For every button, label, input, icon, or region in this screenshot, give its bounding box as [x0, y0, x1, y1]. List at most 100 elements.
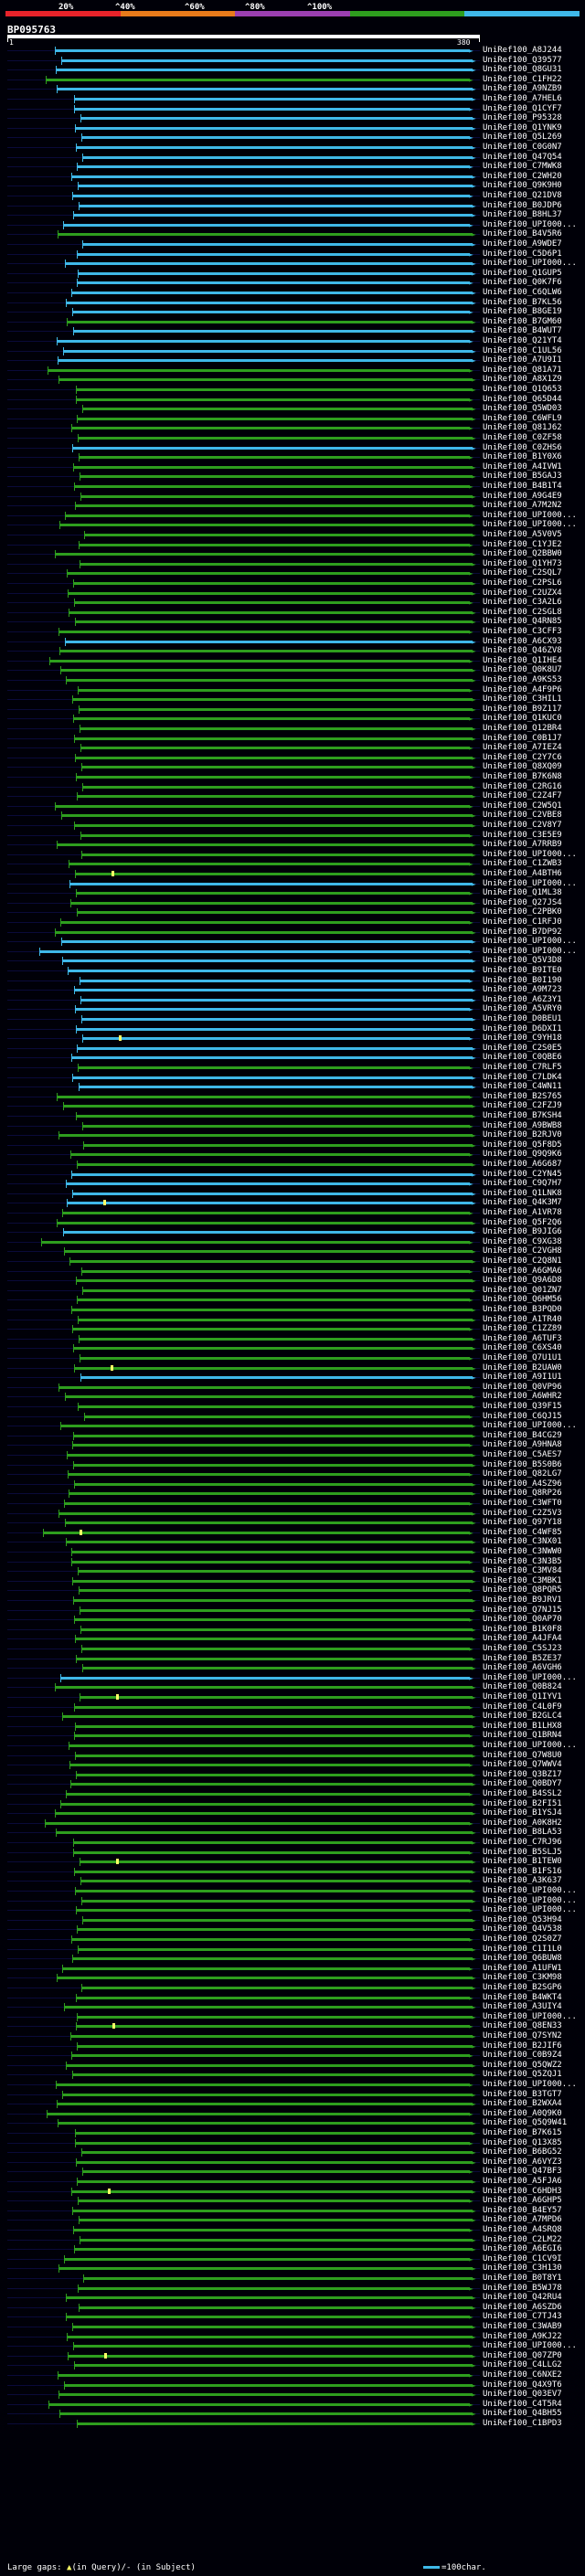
hit-row[interactable]: ► UniRef100_C9Q7H7	[0, 1179, 585, 1189]
hit-row[interactable]: ► UniRef100_Q4X9T6	[0, 2380, 585, 2390]
hit-label[interactable]: UniRef100_B4B1T4	[483, 482, 562, 491]
hit-row[interactable]: ► UniRef100_A4F9P6	[0, 685, 585, 695]
hit-label[interactable]: UniRef100_UPI000...	[483, 1905, 577, 1915]
hit-row[interactable]: ► UniRef100_A7HEL6	[0, 94, 585, 104]
hit-label[interactable]: UniRef100_B4WKT4	[483, 1992, 562, 2002]
hit-label[interactable]: UniRef100_Q8PQR5	[483, 1585, 562, 1595]
hit-label[interactable]: UniRef100_A6VYZ3	[483, 2157, 562, 2167]
hit-label[interactable]: UniRef100_A9KJ22	[483, 2331, 562, 2341]
hit-label[interactable]: UniRef100_Q0B824	[483, 1682, 562, 1692]
hit-label[interactable]: UniRef100_UPI000...	[483, 510, 577, 520]
hit-row[interactable]: ► UniRef100_B2SGP6	[0, 1983, 585, 1993]
hit-label[interactable]: UniRef100_C3A2L6	[483, 598, 562, 608]
hit-row[interactable]: ► UniRef100_Q4V538	[0, 1924, 585, 1935]
hit-label[interactable]: UniRef100_A4JFA4	[483, 1634, 562, 1644]
hit-label[interactable]: UniRef100_B7K615	[483, 2128, 562, 2137]
hit-label[interactable]: UniRef100_Q1ML38	[483, 888, 562, 898]
hit-label[interactable]: UniRef100_Q3BZ17	[483, 1769, 562, 1779]
hit-label[interactable]: UniRef100_A1TR40	[483, 1314, 562, 1324]
hit-row[interactable]: ► UniRef100_Q81A71	[0, 366, 585, 376]
hit-label[interactable]: UniRef100_Q8GU31	[483, 65, 562, 75]
hit-row[interactable]: ► UniRef100_Q47BF3	[0, 2167, 585, 2177]
hit-row[interactable]: ► UniRef100_B9JRV1	[0, 1595, 585, 1606]
hit-label[interactable]: UniRef100_C2Z4F7	[483, 791, 562, 801]
hit-row[interactable]: ► UniRef100_UPI000...	[0, 2012, 585, 2022]
hit-label[interactable]: UniRef100_B2S765	[483, 1091, 562, 1101]
hit-row[interactable]: ► UniRef100_Q21DV8	[0, 191, 585, 201]
hit-label[interactable]: UniRef100_C3MBK1	[483, 1575, 562, 1585]
hit-row[interactable]: ► UniRef100_Q0K7F6	[0, 278, 585, 288]
hit-row[interactable]: ► UniRef100_Q03EV7	[0, 2390, 585, 2400]
hit-label[interactable]: UniRef100_Q42RU4	[483, 2293, 562, 2303]
hit-row[interactable]: ► UniRef100_C4WN11	[0, 1082, 585, 1092]
hit-row[interactable]: ► UniRef100_B8HL37	[0, 210, 585, 220]
hit-row[interactable]: ► UniRef100_B9Z117	[0, 705, 585, 715]
hit-row[interactable]: ► UniRef100_Q46ZV8	[0, 646, 585, 656]
hit-row[interactable]: ► UniRef100_UPI000...	[0, 511, 585, 521]
hit-label[interactable]: UniRef100_A9NZB9	[483, 84, 562, 94]
hit-label[interactable]: UniRef100_Q2BBW0	[483, 549, 562, 559]
hit-label[interactable]: UniRef100_B7DP92	[483, 927, 562, 937]
hit-row[interactable]: ► UniRef100_Q7SYN2	[0, 2031, 585, 2041]
hit-row[interactable]: ► UniRef100_A7U9I1	[0, 355, 585, 366]
hit-row[interactable]: ► UniRef100_Q1YNK9	[0, 123, 585, 133]
hit-label[interactable]: UniRef100_C2PBK0	[483, 907, 562, 917]
hit-label[interactable]: UniRef100_C3MV84	[483, 1566, 562, 1576]
hit-label[interactable]: UniRef100_UPI000...	[483, 1741, 577, 1750]
hit-row[interactable]: ► UniRef100_Q82LG7	[0, 1469, 585, 1479]
hit-label[interactable]: UniRef100_Q39577	[483, 55, 562, 65]
hit-label[interactable]: UniRef100_D6DXI1	[483, 1023, 562, 1034]
hit-row[interactable]: ► UniRef100_C0B1J7	[0, 734, 585, 744]
hit-label[interactable]: UniRef100_Q5ZQJ1	[483, 2070, 562, 2080]
hit-row[interactable]: ► UniRef100_Q0VP96	[0, 1383, 585, 1393]
hit-row[interactable]: ► UniRef100_B8GE19	[0, 307, 585, 317]
hit-row[interactable]: ► UniRef100_C0QBE6	[0, 1053, 585, 1063]
hit-label[interactable]: UniRef100_C1BPD3	[483, 2419, 562, 2428]
hit-row[interactable]: ► UniRef100_C6XS40	[0, 1343, 585, 1353]
hit-label[interactable]: UniRef100_Q07ZP0	[483, 2350, 562, 2360]
hit-label[interactable]: UniRef100_Q1BRN4	[483, 1731, 562, 1741]
hit-label[interactable]: UniRef100_B0I190	[483, 975, 562, 985]
hit-row[interactable]: ► UniRef100_C2Z4F7	[0, 791, 585, 801]
hit-label[interactable]: UniRef100_Q9K9H0	[483, 181, 562, 191]
hit-label[interactable]: UniRef100_B1K0F8	[483, 1624, 562, 1634]
hit-row[interactable]: ► UniRef100_A4BTH6	[0, 869, 585, 879]
hit-label[interactable]: UniRef100_B8HL37	[483, 210, 562, 220]
hit-row[interactable]: ► UniRef100_Q1IHE4	[0, 656, 585, 666]
hit-label[interactable]: UniRef100_Q7NJ15	[483, 1605, 562, 1615]
hit-label[interactable]: UniRef100_UPI000...	[483, 2080, 577, 2089]
hit-row[interactable]: ► UniRef100_B9ITE0	[0, 966, 585, 976]
hit-label[interactable]: UniRef100_UPI000...	[483, 1421, 577, 1431]
hit-row[interactable]: ► UniRef100_Q0AP70	[0, 1615, 585, 1625]
hit-row[interactable]: ► UniRef100_UPI000...	[0, 1886, 585, 1896]
hit-label[interactable]: UniRef100_UPI000...	[483, 219, 577, 229]
hit-row[interactable]: ► UniRef100_B3TGT7	[0, 2090, 585, 2100]
hit-label[interactable]: UniRef100_B1YSJ4	[483, 1808, 562, 1818]
hit-row[interactable]: ► UniRef100_Q0BDY7	[0, 1779, 585, 1789]
hit-row[interactable]: ► UniRef100_Q4BH55	[0, 2409, 585, 2419]
hit-row[interactable]: ► UniRef100_A7MPD6	[0, 2215, 585, 2225]
hit-label[interactable]: UniRef100_UPI000...	[483, 937, 577, 947]
hit-label[interactable]: UniRef100_C7MWK8	[483, 162, 562, 172]
hit-row[interactable]: ► UniRef100_Q7W8U0	[0, 1751, 585, 1761]
hit-label[interactable]: UniRef100_A7M2N2	[483, 501, 562, 511]
hit-row[interactable]: ► UniRef100_A1TR40	[0, 1315, 585, 1325]
hit-label[interactable]: UniRef100_Q03EV7	[483, 2390, 562, 2400]
hit-label[interactable]: UniRef100_A1UFW1	[483, 1963, 562, 1973]
hit-label[interactable]: UniRef100_Q0BDY7	[483, 1779, 562, 1789]
hit-row[interactable]: ► UniRef100_C1FH22	[0, 75, 585, 85]
hit-label[interactable]: UniRef100_Q0K7F6	[483, 278, 562, 288]
hit-label[interactable]: UniRef100_UPI000...	[483, 946, 577, 956]
hit-label[interactable]: UniRef100_C3NX01	[483, 1537, 562, 1547]
hit-label[interactable]: UniRef100_Q4BH55	[483, 2409, 562, 2419]
hit-label[interactable]: UniRef100_C1UL56	[483, 345, 562, 355]
hit-row[interactable]: ► UniRef100_Q1CYF7	[0, 104, 585, 114]
hit-row[interactable]: ► UniRef100_A1VR78	[0, 1208, 585, 1218]
hit-row[interactable]: ► UniRef100_C1ZZ89	[0, 1324, 585, 1334]
hit-label[interactable]: UniRef100_Q5QWZ2	[483, 2060, 562, 2070]
hit-label[interactable]: UniRef100_A8X1Z9	[483, 375, 562, 385]
hit-row[interactable]: ► UniRef100_C1RFJ0	[0, 917, 585, 928]
hit-row[interactable]: ► UniRef100_UPI000...	[0, 220, 585, 230]
hit-row[interactable]: ► UniRef100_C1YJE2	[0, 540, 585, 550]
hit-row[interactable]: ► UniRef100_B0T8Y1	[0, 2274, 585, 2284]
